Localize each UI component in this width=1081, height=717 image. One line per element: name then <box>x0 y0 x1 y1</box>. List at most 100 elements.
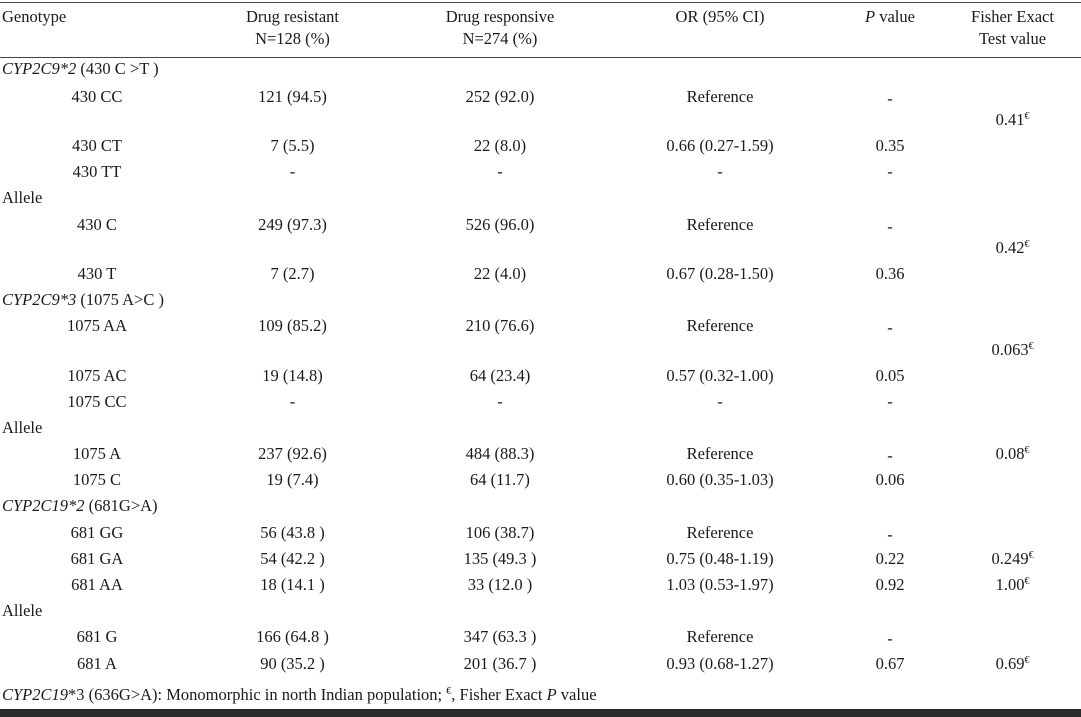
header-p-rest: value <box>875 7 915 26</box>
resistant-cell: 18 (14.1 ) <box>260 575 325 594</box>
section-title-cyp2c9-2: CYP2C9*2 (430 C >T ) <box>2 59 159 79</box>
resistant-cell: - <box>289 392 296 411</box>
genotype-cell: 430 T <box>77 264 117 283</box>
genotype-cell: 681 AA <box>71 575 123 594</box>
fisher-value: 1.00€ <box>950 575 1075 595</box>
header-p-italic: P <box>865 7 876 26</box>
responsive-cell: 106 (38.7) <box>465 523 535 542</box>
or-cell: - <box>717 162 723 181</box>
allele-label: Allele <box>2 188 43 207</box>
genotype-cell: 681 G <box>76 627 118 646</box>
or-cell: Reference <box>686 523 754 542</box>
footnote-text: *3 (636G>A): Monomorphic in north Indian… <box>68 685 447 704</box>
p-value-cell: - <box>887 629 893 648</box>
header-drug-resistant: Drug resistant N=128 (%) <box>185 6 400 50</box>
p-value-cell: - <box>887 162 893 181</box>
or-cell: Reference <box>686 87 754 106</box>
fisher-mark: € <box>1024 576 1030 587</box>
resistant-cell: 109 (85.2) <box>258 316 327 335</box>
genotype-cell: 1075 AA <box>66 316 128 335</box>
fisher-mark: € <box>1024 445 1030 456</box>
p-value-cell: 0.36 <box>875 264 905 283</box>
header-drug-responsive: Drug responsive N=274 (%) <box>390 6 610 50</box>
responsive-cell: 135 (49.3 ) <box>463 549 537 568</box>
gene-name: CYP2C19*2 <box>2 496 85 515</box>
genotype-cell: 430 CT <box>72 136 122 155</box>
or-cell: Reference <box>686 215 754 234</box>
fisher-number: 0.08 <box>995 444 1025 463</box>
or-cell: 0.93 (0.68-1.27) <box>666 654 774 673</box>
section-title-cyp2c9-3: CYP2C9*3 (1075 A>C ) <box>2 290 164 310</box>
header-fisher-line1: Fisher Exact <box>971 7 1054 26</box>
fisher-value: 0.41€ <box>950 110 1075 130</box>
responsive-cell: 526 (96.0) <box>465 215 535 234</box>
resistant-cell: 237 (92.6) <box>258 444 327 463</box>
header-bottom-rule <box>0 57 1081 58</box>
gene-name: CYP2C9*3 <box>2 290 77 309</box>
responsive-cell: 64 (23.4) <box>469 366 531 385</box>
genotype-cell: 430 TT <box>72 162 122 181</box>
fisher-mark: € <box>1028 550 1034 561</box>
fisher-number: 0.69 <box>995 654 1025 673</box>
variant-name: (1075 A>C ) <box>76 290 164 309</box>
resistant-cell: - <box>289 162 296 181</box>
header-drug-resistant-n: N=128 (%) <box>255 29 330 48</box>
section-title-cyp2c19-2: CYP2C19*2 (681G>A) <box>2 496 158 516</box>
fisher-mark: € <box>1024 111 1030 122</box>
responsive-cell: 484 (88.3) <box>465 444 535 463</box>
fisher-value: 0.249€ <box>950 549 1075 569</box>
header-or: OR (95% CI) <box>675 7 765 26</box>
header-drug-responsive-n: N=274 (%) <box>462 29 538 48</box>
p-value-cell: 0.67 <box>875 654 905 673</box>
p-value-cell: 0.05 <box>875 366 905 385</box>
genotype-cell: 681 GG <box>70 523 124 542</box>
responsive-cell: - <box>497 392 503 411</box>
p-value-cell: - <box>887 318 893 337</box>
p-value-cell: - <box>887 525 893 544</box>
responsive-cell: 252 (92.0) <box>465 87 535 106</box>
or-cell: 0.60 (0.35-1.03) <box>666 470 774 489</box>
or-cell: 0.67 (0.28-1.50) <box>666 264 774 283</box>
resistant-cell: 19 (7.4) <box>266 470 319 489</box>
p-value-cell: - <box>887 446 893 465</box>
header-drug-responsive-label: Drug responsive <box>445 7 555 26</box>
fisher-value: 0.69€ <box>950 654 1075 674</box>
table-footnote: CYP2C19*3 (636G>A): Monomorphic in north… <box>2 685 597 705</box>
genotype-cell: 1075 C <box>72 470 122 489</box>
p-value-cell: 0.92 <box>875 575 905 594</box>
p-value-cell: - <box>887 89 893 108</box>
genotype-cell: 430 CC <box>71 87 123 106</box>
genotype-cell: 1075 CC <box>67 392 127 411</box>
or-cell: Reference <box>686 444 754 463</box>
responsive-cell: 33 (12.0 ) <box>467 575 533 594</box>
footnote-mark: € <box>446 686 452 697</box>
header-p-value: P value <box>840 6 940 28</box>
header-genotype: Genotype <box>2 7 67 26</box>
allele-label: Allele <box>2 418 43 437</box>
genotype-cell: 681 GA <box>70 549 124 568</box>
p-value-cell: 0.35 <box>875 136 905 155</box>
responsive-cell: - <box>497 162 503 181</box>
bottom-rule <box>0 709 1081 717</box>
genotype-cell: 430 C <box>77 215 117 234</box>
or-cell: 0.75 (0.48-1.19) <box>666 549 774 568</box>
or-cell: 0.57 (0.32-1.00) <box>666 366 774 385</box>
variant-name: (681G>A) <box>84 496 158 515</box>
responsive-cell: 210 (76.6) <box>465 316 535 335</box>
fisher-number: 0.41 <box>995 110 1025 129</box>
resistant-cell: 7 (2.7) <box>270 264 315 283</box>
p-value-cell: 0.06 <box>875 470 905 489</box>
footnote-text-3: value <box>556 685 597 704</box>
or-cell: 0.66 (0.27-1.59) <box>666 136 774 155</box>
resistant-cell: 7 (5.5) <box>270 136 315 155</box>
fisher-number: 0.063 <box>991 340 1029 359</box>
resistant-cell: 249 (97.3) <box>258 215 327 234</box>
allele-label: Allele <box>2 601 43 620</box>
p-value-cell: 0.22 <box>875 549 905 568</box>
fisher-value: 0.063€ <box>950 340 1075 360</box>
responsive-cell: 347 (63.3 ) <box>463 627 537 646</box>
fisher-value: 0.42€ <box>950 238 1075 258</box>
resistant-cell: 54 (42.2 ) <box>260 549 325 568</box>
responsive-cell: 22 (4.0) <box>473 264 527 283</box>
resistant-cell: 56 (43.8 ) <box>260 523 325 542</box>
